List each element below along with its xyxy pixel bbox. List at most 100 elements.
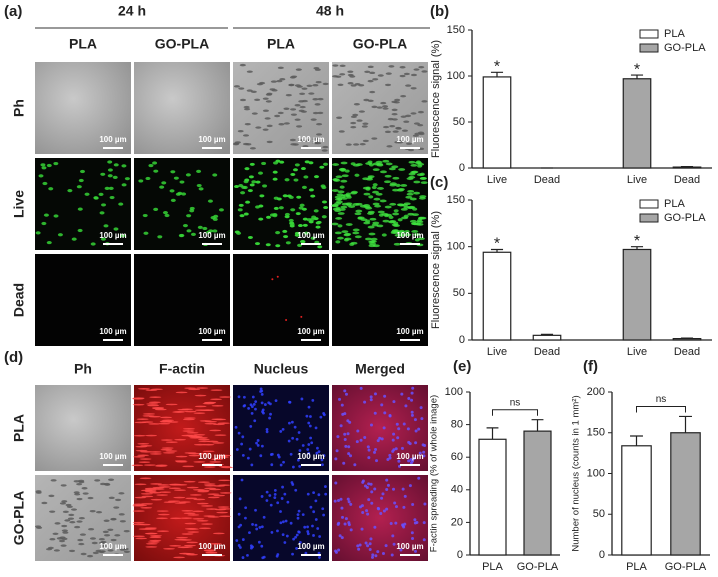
cell — [178, 233, 184, 238]
cell — [277, 66, 284, 70]
cell — [411, 230, 419, 233]
cell — [149, 539, 162, 542]
cell — [250, 411, 254, 415]
cell — [288, 400, 292, 404]
cell — [403, 72, 410, 76]
cell — [359, 386, 363, 390]
cell — [343, 438, 347, 442]
cell — [103, 224, 109, 228]
cell — [218, 479, 231, 482]
cell — [143, 231, 149, 235]
micrograph — [233, 475, 329, 561]
y-tick-label: 60 — [451, 451, 463, 463]
cell — [174, 460, 187, 462]
cell — [148, 423, 161, 425]
cell — [304, 551, 308, 555]
cell — [311, 399, 315, 402]
cell — [340, 179, 348, 183]
cell — [301, 513, 305, 517]
cell — [161, 181, 167, 185]
cell — [182, 223, 188, 228]
cell — [67, 189, 73, 193]
cell — [84, 192, 90, 196]
cell — [261, 161, 267, 166]
cell — [73, 480, 80, 483]
cell — [370, 555, 374, 559]
cell — [161, 447, 174, 449]
cell — [388, 215, 394, 219]
cell — [296, 513, 300, 517]
cell — [291, 552, 294, 556]
cell — [421, 100, 428, 103]
cell — [216, 456, 229, 458]
cell — [241, 453, 245, 457]
cell — [92, 551, 99, 555]
legend-swatch — [639, 29, 659, 39]
cell — [367, 210, 375, 214]
cell — [206, 230, 212, 234]
cell — [158, 422, 171, 425]
cell — [196, 520, 209, 522]
cell — [367, 225, 375, 229]
cell — [295, 533, 299, 537]
cell — [107, 168, 113, 172]
cell — [175, 391, 188, 394]
cell — [410, 391, 414, 395]
cell — [392, 224, 400, 228]
cell — [356, 119, 363, 122]
cell — [284, 215, 290, 219]
cell — [302, 217, 308, 221]
cell — [347, 452, 351, 456]
cell — [209, 543, 222, 545]
cell — [386, 145, 393, 148]
cell — [392, 176, 400, 180]
cell — [240, 478, 244, 482]
cell — [342, 194, 350, 197]
cell — [383, 125, 390, 129]
cell — [373, 487, 377, 491]
cell — [217, 506, 230, 508]
cell — [345, 143, 352, 146]
cell — [242, 395, 246, 399]
cell — [190, 232, 196, 236]
cell — [391, 113, 398, 116]
significance-mark: * — [494, 59, 500, 76]
cell — [365, 162, 373, 165]
cell — [417, 476, 421, 480]
column-header: F-actin — [159, 361, 205, 377]
cell — [136, 418, 149, 421]
cell — [306, 492, 310, 496]
cell — [362, 122, 369, 125]
cell — [406, 427, 410, 431]
cell — [159, 185, 165, 189]
cell — [314, 499, 318, 503]
cell — [360, 527, 364, 531]
cell — [376, 187, 384, 190]
cell — [135, 504, 148, 507]
cell — [149, 534, 162, 537]
cell — [369, 423, 373, 427]
cell — [255, 126, 262, 129]
cell — [349, 454, 353, 458]
cell — [134, 483, 147, 486]
cell — [202, 443, 215, 446]
error-bar — [490, 71, 504, 77]
cell — [366, 544, 370, 548]
cell — [372, 190, 380, 194]
row-header: Ph — [11, 99, 27, 117]
x-tick-label: Dead — [534, 174, 560, 186]
cell — [212, 532, 225, 535]
cell — [181, 510, 194, 512]
cell — [372, 168, 380, 172]
cell — [410, 410, 414, 414]
cell — [363, 192, 371, 196]
x-tick-label: PLA — [626, 561, 647, 573]
cell — [403, 205, 411, 209]
cell — [40, 163, 46, 167]
cell — [413, 180, 421, 184]
cell — [98, 192, 104, 196]
scale-bar-label: 100 µm — [396, 542, 423, 551]
cell — [318, 535, 322, 538]
cell — [378, 436, 382, 440]
